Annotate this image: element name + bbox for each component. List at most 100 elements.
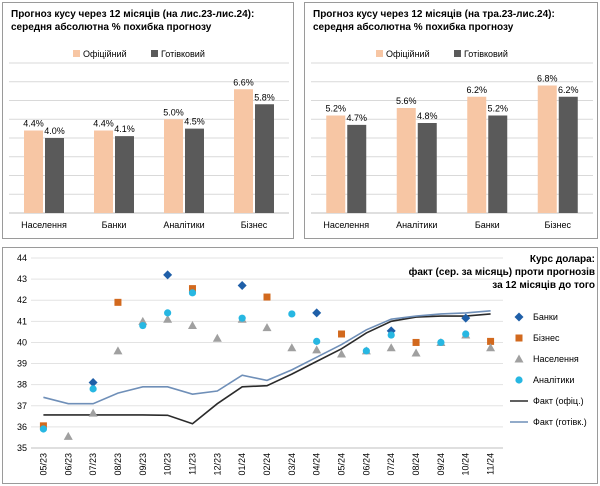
chart3-x-tick: 06/24 [361, 453, 371, 476]
bar-chart-may23: Прогноз кусу через 12 місяців (на тра.23… [311, 9, 593, 230]
chart3-point-triangle [486, 343, 496, 352]
chart3-x-tick: 11/23 [187, 453, 197, 475]
bar-chart-nov23: Прогноз кусу через 12 місяців (на лис.23… [9, 9, 289, 230]
chart3-x-tick: 06/23 [63, 453, 73, 476]
chart3-x-tick: 02/24 [262, 453, 272, 476]
chart1-bar [164, 119, 183, 213]
chart2-bar [417, 123, 437, 213]
chart1-bar [24, 130, 43, 213]
chart3-point-triangle [63, 431, 73, 440]
chart1-data-label: 4.0% [44, 126, 65, 136]
chart1-category-label: Банки [102, 220, 127, 230]
chart3-title-line: Курс долара: [530, 254, 595, 265]
chart1-category-label: Аналітики [163, 220, 204, 230]
bar-chart-panel-nov23: Прогноз кусу через 12 місяців (на лис.23… [2, 2, 294, 239]
chart3-point-triangle [212, 333, 222, 342]
chart3-point-circle [313, 337, 321, 345]
chart3-point-triangle [187, 321, 197, 330]
chart1-category-label: Населення [21, 220, 67, 230]
chart1-bar [115, 136, 134, 213]
chart3-x-tick: 08/24 [411, 453, 421, 476]
chart2-category-label: Населення [323, 220, 369, 230]
chart3-point-triangle [262, 323, 272, 332]
chart3-x-tick: 01/24 [237, 453, 247, 476]
chart2-bar [558, 96, 578, 213]
chart3-point-triangle [386, 343, 396, 352]
line-chart-panel: Курс долара: факт (сер. за місяць) проти … [2, 247, 598, 484]
chart2-bar [488, 115, 508, 213]
chart1-title-line: середня абсолютна % похибка прогнозу [11, 21, 212, 33]
chart3-point-triangle [411, 348, 421, 357]
chart3-point-circle [188, 289, 197, 297]
chart3-legend-label: Населення [533, 354, 579, 364]
chart3-point-diamond [312, 308, 322, 318]
chart1-legend-label: Готівковий [161, 49, 205, 59]
chart3-title-line: за 12 місяців до того [492, 280, 595, 291]
chart2-bar [537, 85, 557, 213]
chart3-point-square [114, 298, 122, 306]
chart3-legend-label: Банки [533, 312, 558, 322]
chart3-point-circle [139, 321, 147, 330]
chart2-category-label: Банки [475, 220, 500, 230]
chart3-x-tick: 05/23 [38, 453, 48, 476]
chart1-data-label: 6.6% [233, 77, 254, 87]
chart1-data-label: 4.1% [114, 124, 135, 134]
chart3-y-tick: 37 [17, 401, 27, 411]
chart1-title-line: Прогноз кусу через 12 місяців (на лис.23… [11, 9, 254, 20]
chart3-point-square [338, 330, 346, 338]
chart1-category-label: Бізнес [241, 220, 268, 230]
chart3-y-tick: 42 [17, 295, 27, 305]
chart3-point-circle [387, 331, 395, 339]
chart3-x-tick: 12/23 [212, 453, 222, 476]
chart3-y-tick: 36 [17, 422, 27, 432]
chart3-point-triangle [337, 349, 347, 358]
chart3-title-line: факт (сер. за місяць) проти прогнозів [409, 266, 595, 278]
chart3-y-tick: 39 [17, 359, 27, 369]
chart3-legend-marker [514, 312, 524, 322]
chart3-x-tick: 07/24 [386, 453, 396, 476]
chart2-data-label: 6.2% [558, 85, 579, 95]
chart3-legend-marker [514, 354, 524, 363]
chart3-legend-marker [515, 376, 523, 384]
chart3-point-triangle [88, 408, 98, 417]
chart3-point-circle [288, 310, 296, 318]
chart2-bar [396, 108, 416, 213]
chart2-legend-label: Офіційний [386, 49, 430, 59]
chart3-point-circle [39, 425, 48, 433]
chart3-point-triangle [312, 345, 322, 354]
chart3-y-tick: 40 [17, 337, 27, 347]
usd-rate-chart: Курс долара:факт (сер. за місяць) проти … [17, 253, 595, 476]
chart3-line-fact-official [43, 313, 491, 425]
chart3-y-tick: 38 [17, 380, 27, 390]
bar-chart-panel-may23: Прогноз кусу через 12 місяців (на тра.23… [304, 2, 598, 239]
chart3-point-diamond [88, 378, 98, 388]
chart3-x-tick: 10/24 [461, 453, 471, 476]
chart3-x-tick: 11/24 [486, 453, 496, 475]
chart2-bar [467, 96, 487, 213]
chart1-data-label: 4.4% [93, 119, 114, 129]
chart1-data-label: 5.0% [163, 107, 184, 117]
chart3-point-circle [362, 347, 370, 355]
chart1-data-label: 4.4% [23, 119, 44, 129]
chart3-x-tick: 04/24 [312, 453, 322, 476]
chart3-x-tick: 05/24 [337, 453, 347, 476]
chart3-x-tick: 08/23 [113, 453, 123, 476]
chart3-x-tick: 09/23 [138, 453, 148, 476]
chart3-y-tick: 43 [17, 274, 27, 284]
chart1-data-label: 4.5% [184, 117, 205, 127]
chart3-point-diamond [237, 280, 247, 290]
chart3-point-square [487, 337, 495, 345]
chart3-point-square [412, 338, 420, 346]
chart1-bar [185, 128, 204, 213]
chart2-data-label: 4.8% [417, 111, 438, 121]
chart2-data-label: 6.2% [466, 85, 487, 95]
chart2-data-label: 5.2% [487, 104, 508, 114]
chart1-bar [255, 104, 274, 213]
chart2-bar [326, 115, 346, 213]
chart3-y-tick: 44 [17, 253, 27, 263]
chart3-point-diamond [386, 326, 396, 336]
chart2-data-label: 5.6% [396, 96, 417, 106]
chart1-bar [234, 89, 253, 213]
chart3-legend-label: Бізнес [533, 333, 560, 343]
chart2-legend-swatch [454, 50, 461, 57]
